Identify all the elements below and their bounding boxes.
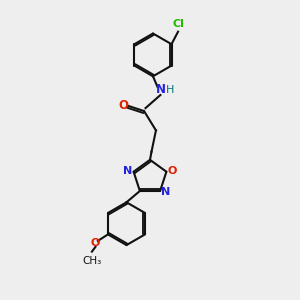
Text: CH₃: CH₃ xyxy=(82,256,101,266)
Text: O: O xyxy=(118,99,128,112)
Text: Cl: Cl xyxy=(172,19,184,29)
Text: N: N xyxy=(123,166,132,176)
Text: O: O xyxy=(91,238,100,248)
Text: N: N xyxy=(161,187,171,197)
Text: N: N xyxy=(155,83,165,96)
Text: O: O xyxy=(168,166,177,176)
Text: H: H xyxy=(166,85,174,95)
